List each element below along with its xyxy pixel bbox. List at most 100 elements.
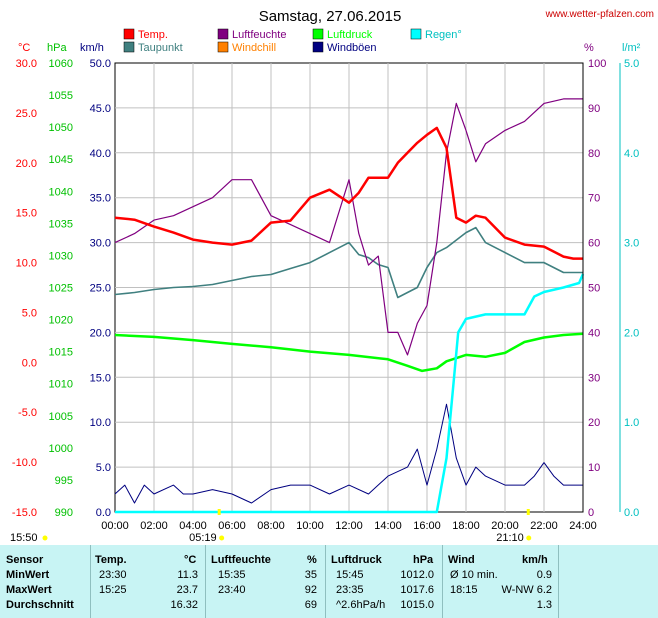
rain-axis-tick: 3.0 bbox=[624, 238, 639, 250]
stats-row-label: MaxWert bbox=[6, 584, 52, 596]
stats-header-humidity: Luftfeuchte bbox=[211, 554, 271, 566]
wind-axis-tick: 45.0 bbox=[90, 103, 111, 115]
humidity-axis-tick: 0 bbox=[588, 507, 594, 519]
series-line-luftfeuchte bbox=[114, 98, 583, 356]
stats-header-wind: Wind bbox=[448, 554, 475, 566]
humidity-axis-tick: 10 bbox=[588, 462, 600, 474]
stats-cell-temp-time: 15:25 bbox=[99, 584, 127, 596]
sun-icon bbox=[526, 535, 532, 541]
stats-header-wind-unit: km/h bbox=[522, 554, 548, 566]
time-axis-tick: 06:00 bbox=[218, 520, 246, 532]
stats-cell-pres-val: 1017.6 bbox=[400, 584, 434, 596]
humidity-axis-tick: 30 bbox=[588, 372, 600, 384]
legend-label: Luftdruck bbox=[327, 29, 373, 41]
wind-axis-tick: 20.0 bbox=[90, 327, 111, 339]
temp-axis-tick: 20.0 bbox=[16, 158, 37, 170]
stats-header-sensor: Sensor bbox=[6, 554, 44, 566]
sunrise-time: 05:19 bbox=[189, 532, 217, 544]
humidity-axis-tick: 50 bbox=[588, 283, 600, 295]
pressure-axis-tick: 1055 bbox=[49, 90, 73, 102]
sun-icon bbox=[42, 535, 48, 541]
temp-axis-tick: -5.0 bbox=[18, 407, 37, 419]
time-axis-tick: 02:00 bbox=[140, 520, 168, 532]
wind-axis-tick: 25.0 bbox=[90, 283, 111, 295]
time-axis-tick: 22:00 bbox=[530, 520, 558, 532]
website-link[interactable]: www.wetter-pfalzen.com bbox=[545, 9, 654, 20]
time-axis-tick: 12:00 bbox=[335, 520, 363, 532]
pressure-axis-tick: 995 bbox=[55, 475, 73, 487]
stats-cell-wind-time: 18:15 bbox=[450, 584, 478, 596]
pressure-axis-tick: 1045 bbox=[49, 154, 73, 166]
sunrise-marker bbox=[217, 509, 221, 515]
rain-axis-unit: l/m² bbox=[622, 42, 641, 54]
stats-column-divider bbox=[442, 545, 443, 618]
pressure-axis-tick: 1020 bbox=[49, 315, 73, 327]
stats-column-divider bbox=[90, 545, 91, 618]
legend-label: Temp. bbox=[138, 29, 168, 41]
chart-series bbox=[114, 98, 585, 514]
stats-cell-temp-val: 16.32 bbox=[170, 599, 198, 611]
sunset-marker bbox=[526, 509, 530, 515]
statistics-table: Sensor Temp. °C Luftfeuchte % Luftdruck … bbox=[0, 545, 658, 618]
legend-label: Taupunkt bbox=[138, 42, 183, 54]
pressure-axis-tick: 1015 bbox=[49, 347, 73, 359]
wind-axis-unit: km/h bbox=[80, 42, 104, 54]
sunset-time: 21:10 bbox=[496, 532, 524, 544]
chart-grid bbox=[114, 62, 584, 513]
time-axis-tick: 24:00 bbox=[569, 520, 597, 532]
chart-axes: 30.0 25.0 20.0 15.0 10.0 5.0 0.0 -5.0 -10.0 -15.0… bbox=[10, 42, 641, 544]
rain-axis-tick: 0.0 bbox=[624, 507, 639, 519]
humidity-axis-tick: 40 bbox=[588, 327, 600, 339]
stats-cell-temp-val: 23.7 bbox=[176, 584, 198, 596]
wind-axis-tick: 0.0 bbox=[96, 507, 111, 519]
stats-header-temp: Temp. bbox=[95, 554, 127, 566]
temp-axis-tick: 5.0 bbox=[22, 307, 37, 319]
temp-axis-unit: °C bbox=[18, 42, 30, 54]
stats-cell-wind-val: 0.9 bbox=[536, 569, 552, 581]
stats-row-label: Durchschnitt bbox=[6, 599, 74, 611]
humidity-axis-tick: 60 bbox=[588, 238, 600, 250]
legend-label: Windchill bbox=[232, 42, 276, 54]
legend-swatch bbox=[217, 41, 229, 53]
stats-cell-hum-val: 35 bbox=[304, 569, 317, 581]
pressure-axis-unit: hPa bbox=[47, 42, 67, 54]
wind-axis-tick: 30.0 bbox=[90, 238, 111, 250]
legend-swatch bbox=[312, 28, 324, 40]
legend-label: Luftfeuchte bbox=[232, 29, 286, 41]
stats-column-divider bbox=[325, 545, 326, 618]
rain-axis-tick: 1.0 bbox=[624, 417, 639, 429]
stats-header-humidity-unit: % bbox=[307, 554, 317, 566]
wind-axis-tick: 40.0 bbox=[90, 148, 111, 160]
rain-axis-tick: 5.0 bbox=[624, 58, 639, 70]
wind-axis-tick: 15.0 bbox=[90, 372, 111, 384]
temp-axis-tick: 15.0 bbox=[16, 208, 37, 220]
legend-label: Windböen bbox=[327, 42, 377, 54]
humidity-axis-tick: 20 bbox=[588, 417, 600, 429]
temp-axis-tick: 10.0 bbox=[16, 258, 37, 270]
sun-icon bbox=[219, 535, 225, 541]
series-line-taupunkt bbox=[114, 226, 583, 299]
stats-cell-wind-time: Ø 10 min. bbox=[450, 569, 498, 581]
stats-cell-pres-val: 1012.0 bbox=[400, 569, 434, 581]
stats-column-divider bbox=[205, 545, 206, 618]
temp-axis-tick: 25.0 bbox=[16, 108, 37, 120]
legend-swatch bbox=[312, 41, 324, 53]
weather-chart: 30.0 25.0 20.0 15.0 10.0 5.0 0.0 -5.0 -10.0 -15.0… bbox=[10, 8, 654, 544]
humidity-axis-unit: % bbox=[584, 42, 594, 54]
chart-start-time: 15:50 bbox=[10, 532, 38, 544]
time-axis-tick: 20:00 bbox=[491, 520, 519, 532]
stats-cell-wind-val: W-NW 6.2 bbox=[501, 584, 552, 596]
series-line-luftdruck bbox=[114, 332, 584, 373]
stats-cell-pres-time: 23:35 bbox=[336, 584, 364, 596]
series-line-temp bbox=[114, 126, 583, 260]
stats-column-divider bbox=[558, 545, 559, 618]
series-line-regen bbox=[115, 273, 585, 514]
pressure-axis-tick: 1030 bbox=[49, 250, 73, 262]
stats-cell-hum-val: 69 bbox=[304, 599, 317, 611]
humidity-axis-tick: 70 bbox=[588, 193, 600, 205]
chart-title: Samstag, 27.06.2015 bbox=[259, 8, 402, 25]
pressure-axis-tick: 1010 bbox=[49, 379, 73, 391]
legend-label: Regen° bbox=[425, 29, 462, 41]
rain-axis-tick: 4.0 bbox=[624, 148, 639, 160]
stats-cell-wind-val: 1.3 bbox=[536, 599, 552, 611]
